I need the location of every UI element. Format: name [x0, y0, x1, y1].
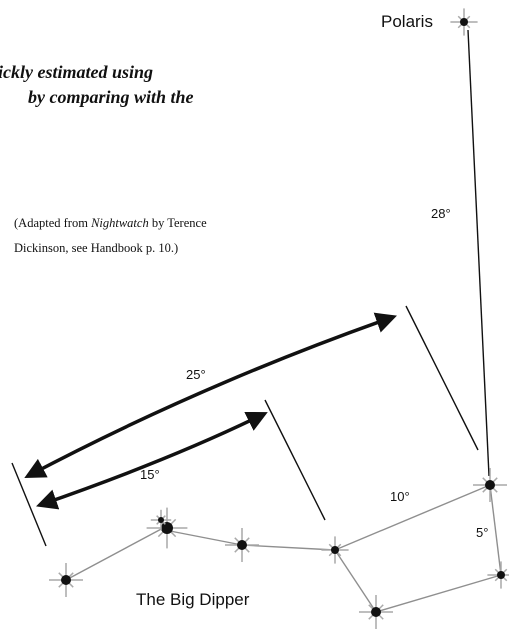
- credit-line-1: (Adapted from Nightwatch by Terence: [14, 216, 207, 231]
- angle-label-15: 15°: [140, 467, 160, 482]
- star-alcor-icon: [150, 509, 172, 531]
- polaris-label: Polaris: [381, 12, 433, 31]
- star-merak-icon: [487, 561, 509, 589]
- star-dubhe-icon: [473, 468, 507, 502]
- handle-line-2: [169, 530, 243, 546]
- intro-text-line-2: by comparing with the: [28, 87, 194, 107]
- bowl-line-left: [334, 549, 377, 613]
- angle-label-28: 28°: [431, 206, 451, 221]
- star-alioth-icon: [225, 528, 259, 562]
- big-dipper-label: The Big Dipper: [136, 590, 250, 609]
- angle-label-5: 5°: [476, 525, 489, 540]
- star-phecda-icon: [359, 595, 393, 629]
- arrow-25-degree: [24, 312, 397, 478]
- handle-line-3: [241, 544, 336, 551]
- angle-label-10: 10°: [390, 489, 410, 504]
- tick-left: [11, 462, 47, 547]
- polaris-pointer-line: [467, 29, 490, 477]
- star-polaris-icon: [450, 8, 478, 36]
- star-mizar-icon: [146, 507, 188, 549]
- star-handle-end-icon: [49, 563, 83, 597]
- handle-line-1: [65, 526, 166, 581]
- angle-label-25: 25°: [186, 367, 206, 382]
- bowl-line-pointers: [489, 484, 502, 576]
- tick-right: [405, 305, 479, 451]
- credit-suffix: by Terence: [148, 216, 207, 230]
- credit-book-title: Nightwatch: [91, 216, 149, 230]
- intro-text-line-1: ickly estimated using: [0, 62, 153, 82]
- star-megrez-icon: [321, 536, 349, 564]
- measure-ticks: [11, 305, 479, 547]
- credit-line-2: Dickinson, see Handbook p. 10.): [14, 241, 179, 255]
- arrow-15-degree: [36, 411, 268, 510]
- bowl-line-top: [334, 484, 491, 551]
- dipper-stick-figure: [65, 484, 502, 613]
- tick-middle: [264, 399, 326, 521]
- credit-prefix: (Adapted from: [14, 216, 92, 230]
- bowl-line-bottom: [375, 574, 502, 613]
